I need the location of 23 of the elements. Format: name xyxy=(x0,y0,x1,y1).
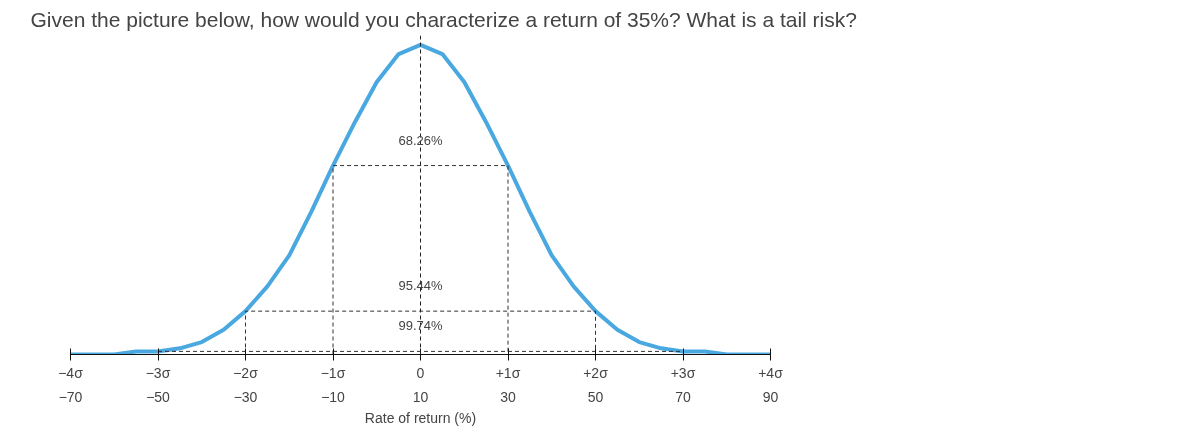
x-tick-label: 50 xyxy=(587,388,604,405)
annotation: 95.44% xyxy=(398,278,443,294)
x-tick-label: −30 xyxy=(233,388,258,405)
x2-tick-label: −2σ xyxy=(233,364,259,381)
x2-tick-label: +1σ xyxy=(495,364,521,381)
x-tick-label: 30 xyxy=(500,388,516,405)
x-tick-label: −10 xyxy=(321,388,346,405)
x-axis-title: Rate of return (%) xyxy=(364,409,477,426)
x-tick-label: −70 xyxy=(58,388,83,405)
x-tick-label: −50 xyxy=(146,388,171,405)
x2-tick-label: +2σ xyxy=(583,364,609,381)
x-tick-label: 70 xyxy=(675,388,691,405)
x-tick-label: 90 xyxy=(762,388,779,405)
chart-title: Given the picture below, how would you characterize a return of 35%? What is a tail risk? xyxy=(30,7,857,31)
x2-tick-label: 0 xyxy=(416,364,425,381)
annotation: 68.26% xyxy=(398,132,443,148)
x2-tick-label: −4σ xyxy=(58,364,84,381)
annotation: 99.74% xyxy=(398,318,443,334)
x2-tick-label: −1σ xyxy=(320,364,346,381)
x2-tick-label: +4σ xyxy=(758,364,784,381)
x2-tick-label: −3σ xyxy=(145,364,171,381)
x-tick-label: 10 xyxy=(412,388,429,405)
x2-tick-label: +3σ xyxy=(670,364,696,381)
